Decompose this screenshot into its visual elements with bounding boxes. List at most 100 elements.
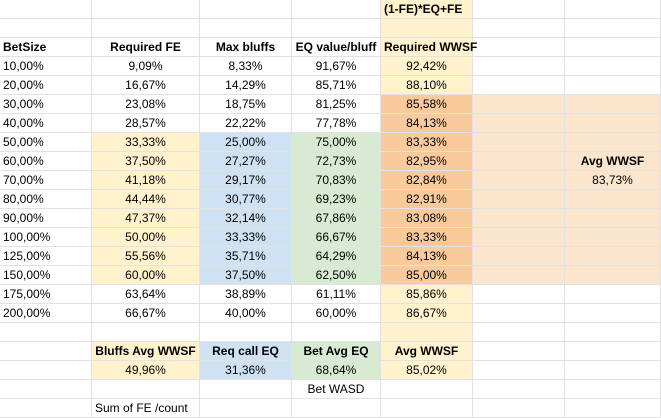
cell-empty[interactable] [0, 380, 92, 399]
cell-empty[interactable] [92, 19, 200, 38]
header-bet-size[interactable]: BetSize [0, 38, 92, 57]
cell-highlight[interactable] [381, 19, 473, 38]
header-max-bluffs[interactable]: Max bluffs [200, 38, 292, 57]
cell-empty[interactable] [292, 19, 381, 38]
avg-wwsf-value[interactable]: 85,02% [381, 361, 473, 380]
cell-bet-size[interactable]: 10,00% [0, 57, 92, 76]
cell-required-fe[interactable]: 44,44% [92, 190, 200, 209]
cell-empty[interactable] [381, 380, 473, 399]
avg-wwsf-side-value[interactable]: 83,73% [565, 171, 661, 190]
cell-eq-value-bluff[interactable]: 62,50% [292, 266, 381, 285]
cell-empty[interactable] [473, 19, 565, 38]
cell-required-wwsf[interactable]: 92,42% [381, 57, 473, 76]
cell-empty[interactable] [473, 76, 565, 95]
cell-empty[interactable] [565, 361, 661, 380]
cell-highlight[interactable] [473, 190, 565, 209]
cell-required-fe[interactable]: 50,00% [92, 228, 200, 247]
cell-required-fe[interactable]: 55,56% [92, 247, 200, 266]
cell-eq-value-bluff[interactable]: 91,67% [292, 57, 381, 76]
cell-highlight[interactable] [473, 228, 565, 247]
cell-required-fe[interactable]: 37,50% [92, 152, 200, 171]
cell-empty[interactable] [92, 0, 200, 19]
cell-required-wwsf[interactable]: 84,13% [381, 247, 473, 266]
cell-max-bluffs[interactable]: 35,71% [200, 247, 292, 266]
cell-empty[interactable] [565, 19, 661, 38]
cell-empty[interactable] [473, 304, 565, 323]
cell-bet-size[interactable]: 70,00% [0, 171, 92, 190]
cell-empty[interactable] [0, 399, 92, 418]
cell-empty[interactable] [565, 342, 661, 361]
cell-required-fe[interactable]: 16,67% [92, 76, 200, 95]
cell-empty[interactable] [473, 285, 565, 304]
cell-empty[interactable] [565, 38, 661, 57]
cell-highlight[interactable] [473, 171, 565, 190]
cell-empty[interactable] [473, 57, 565, 76]
cell-required-wwsf[interactable]: 82,84% [381, 171, 473, 190]
bet-avg-eq-label[interactable]: Bet Avg EQ [292, 342, 381, 361]
cell-empty[interactable] [292, 0, 381, 19]
note-sum-fe[interactable]: Sum of FE /count [92, 399, 200, 418]
cell-empty[interactable] [565, 0, 661, 19]
req-call-eq-label[interactable]: Req call EQ [200, 342, 292, 361]
avg-wwsf-label[interactable]: Avg WWSF [381, 342, 473, 361]
cell-bet-size[interactable]: 40,00% [0, 114, 92, 133]
cell-required-fe[interactable]: 60,00% [92, 266, 200, 285]
header-required-fe[interactable]: Required FE [92, 38, 200, 57]
cell-eq-value-bluff[interactable]: 60,00% [292, 304, 381, 323]
cell-highlight[interactable] [381, 323, 473, 342]
cell-max-bluffs[interactable]: 37,50% [200, 266, 292, 285]
cell-max-bluffs[interactable]: 22,22% [200, 114, 292, 133]
cell-highlight[interactable] [473, 133, 565, 152]
cell-required-wwsf[interactable]: 83,08% [381, 209, 473, 228]
cell-required-wwsf[interactable]: 86,67% [381, 304, 473, 323]
cell-highlight[interactable] [565, 190, 661, 209]
cell-empty[interactable] [565, 380, 661, 399]
cell-required-wwsf[interactable]: 85,58% [381, 95, 473, 114]
bet-avg-eq-value[interactable]: 68,64% [292, 361, 381, 380]
cell-highlight[interactable] [473, 209, 565, 228]
cell-bet-size[interactable]: 175,00% [0, 285, 92, 304]
cell-empty[interactable] [565, 399, 661, 418]
cell-highlight[interactable] [565, 266, 661, 285]
cell-bet-size[interactable]: 20,00% [0, 76, 92, 95]
bluffs-avg-wwsf-value[interactable]: 49,96% [92, 361, 200, 380]
cell-bet-size[interactable]: 50,00% [0, 133, 92, 152]
cell-highlight[interactable] [473, 266, 565, 285]
cell-highlight[interactable] [565, 114, 661, 133]
cell-eq-value-bluff[interactable]: 67,86% [292, 209, 381, 228]
cell-empty[interactable] [292, 323, 381, 342]
cell-max-bluffs[interactable]: 8,33% [200, 57, 292, 76]
avg-wwsf-side-label[interactable]: Avg WWSF [565, 152, 661, 171]
header-eq-value-bluff[interactable]: EQ value/bluff [292, 38, 381, 57]
cell-required-fe[interactable]: 63,64% [92, 285, 200, 304]
note-bet-wasd[interactable]: Bet WASD [292, 380, 381, 399]
cell-empty[interactable] [200, 19, 292, 38]
cell-empty[interactable] [565, 285, 661, 304]
cell-required-wwsf[interactable]: 88,10% [381, 76, 473, 95]
cell-empty[interactable] [473, 323, 565, 342]
cell-required-fe[interactable]: 28,57% [92, 114, 200, 133]
cell-empty[interactable] [565, 304, 661, 323]
cell-eq-value-bluff[interactable]: 61,11% [292, 285, 381, 304]
cell-eq-value-bluff[interactable]: 69,23% [292, 190, 381, 209]
cell-highlight[interactable] [473, 95, 565, 114]
cell-empty[interactable] [0, 361, 92, 380]
cell-bet-size[interactable]: 30,00% [0, 95, 92, 114]
cell-max-bluffs[interactable]: 27,27% [200, 152, 292, 171]
cell-max-bluffs[interactable]: 40,00% [200, 304, 292, 323]
cell-eq-value-bluff[interactable]: 81,25% [292, 95, 381, 114]
cell-empty[interactable] [473, 399, 565, 418]
formula-header[interactable]: (1-FE)*EQ+FE [381, 0, 473, 19]
cell-required-fe[interactable]: 41,18% [92, 171, 200, 190]
cell-required-wwsf[interactable]: 84,13% [381, 114, 473, 133]
cell-empty[interactable] [473, 0, 565, 19]
header-required-wwsf[interactable]: Required WWSF [381, 38, 477, 57]
cell-highlight[interactable] [473, 114, 565, 133]
cell-empty[interactable] [473, 361, 565, 380]
cell-eq-value-bluff[interactable]: 85,71% [292, 76, 381, 95]
cell-max-bluffs[interactable]: 38,89% [200, 285, 292, 304]
cell-empty[interactable] [0, 0, 92, 19]
cell-bet-size[interactable]: 150,00% [0, 266, 92, 285]
cell-highlight[interactable] [565, 209, 661, 228]
cell-empty[interactable] [565, 76, 661, 95]
